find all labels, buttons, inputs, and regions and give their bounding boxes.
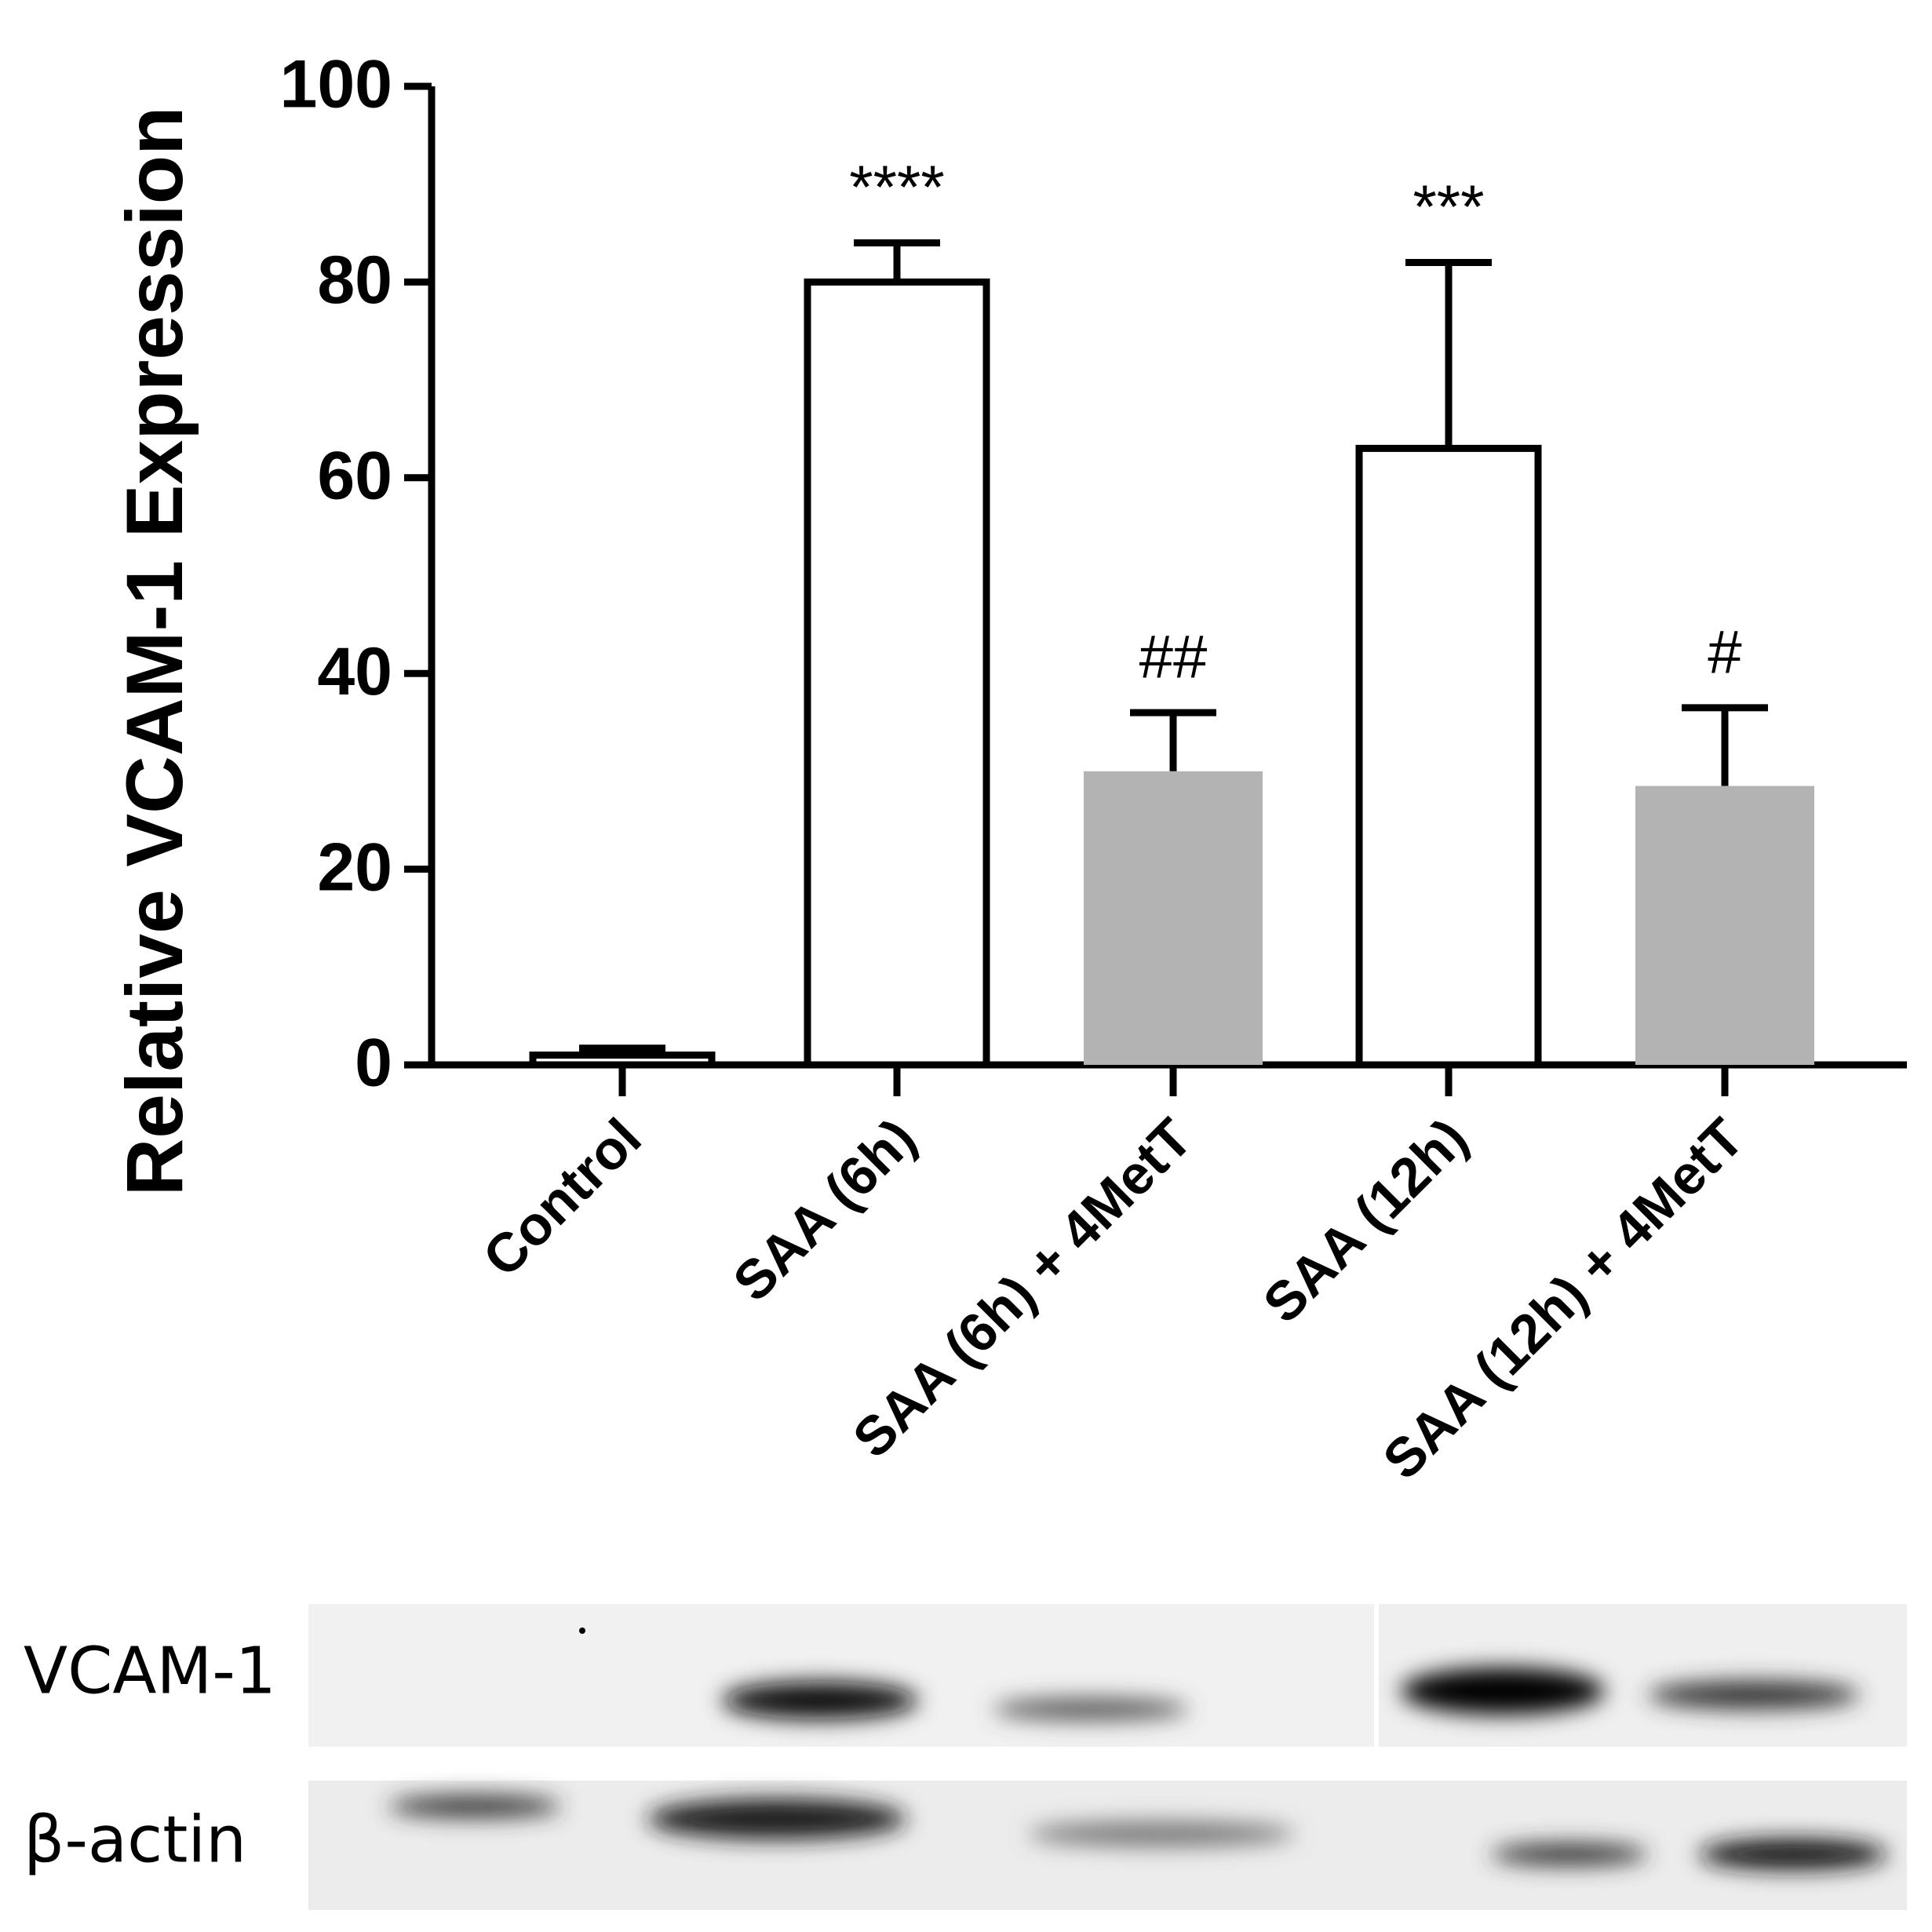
bar <box>804 278 990 1069</box>
y-tick-label: 80 <box>317 242 392 318</box>
x-tick-label: SAA (12h) <box>1252 1107 1479 1335</box>
y-axis-title: Relative VCAM-1 Expression <box>110 107 199 1197</box>
y-tick-label: 0 <box>355 1026 392 1101</box>
significance-label: # <box>1708 617 1741 686</box>
blot-row-label: VCAM-1 <box>24 1634 276 1708</box>
x-tick-label: SAA (6h) <box>721 1107 927 1313</box>
significance-label: **** <box>849 152 944 221</box>
y-tick-label: 20 <box>317 829 392 905</box>
blot <box>308 1604 1907 1910</box>
bar <box>529 1052 716 1069</box>
blot-row-label: β-actin <box>24 1803 246 1877</box>
y-tick-label: 40 <box>317 634 392 709</box>
significance-label: *** <box>1413 172 1484 241</box>
y-tick-label: 60 <box>317 439 392 514</box>
bar <box>1355 444 1542 1069</box>
bar <box>1084 771 1263 1065</box>
y-tick-label: 100 <box>280 47 393 122</box>
x-tick-label: Control <box>472 1107 653 1289</box>
bar <box>1635 786 1814 1065</box>
significance-label: ## <box>1139 622 1208 691</box>
